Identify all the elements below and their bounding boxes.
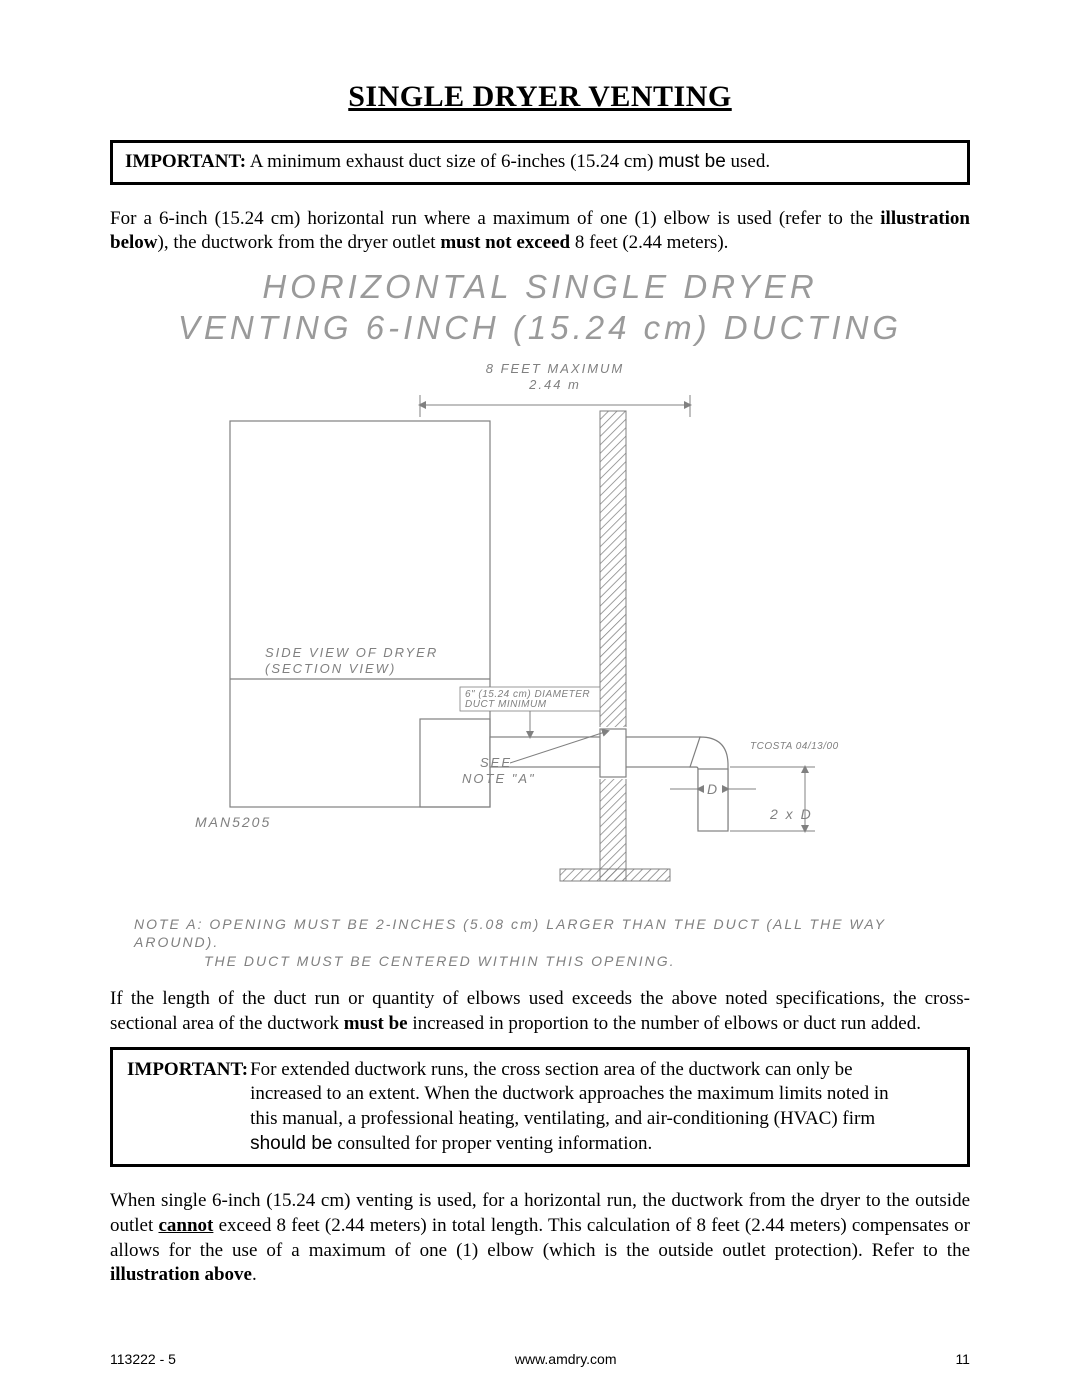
dim-8ft: 8 FEET MAXIMUM <box>486 361 625 376</box>
p2-b: must be <box>344 1013 408 1034</box>
paragraph-3: When single 6-inch (15.24 cm) venting is… <box>110 1189 970 1288</box>
footer-center: www.amdry.com <box>515 1351 617 1367</box>
box2-l1: For extended ductwork runs, the cross se… <box>250 1059 853 1080</box>
p3-b: cannot <box>158 1215 213 1236</box>
p1-e: 8 feet (2.44 meters). <box>570 232 728 253</box>
important-box-2: IMPORTANT: For extended ductwork runs, t… <box>110 1047 970 1168</box>
important-label-1: IMPORTANT: <box>125 151 246 172</box>
important-box-1: IMPORTANT: A minimum exhaust duct size o… <box>110 140 970 185</box>
footer-right: 11 <box>955 1351 970 1367</box>
important-1-mustbe: must be <box>658 151 726 172</box>
box2-shouldbe: should be <box>250 1133 332 1154</box>
note-a-l1: NOTE A: OPENING MUST BE 2-INCHES (5.08 c… <box>134 916 886 951</box>
box2-l3: this manual, a professional heating, ven… <box>250 1108 875 1129</box>
p1-d: must not exceed <box>440 232 570 253</box>
important-1-text-a: A minimum exhaust duct size of 6-inches … <box>246 151 658 172</box>
diagram-svg-wrap: 8 FEET MAXIMUM 2.44 m <box>110 349 970 909</box>
note-a-l2: THE DUCT MUST BE CENTERED WITHIN THIS OP… <box>204 952 676 971</box>
dim-2D: 2 x D <box>769 806 813 822</box>
p1-a: For a 6-inch (15.24 cm) horizontal run w… <box>110 208 880 229</box>
venting-diagram-svg: 8 FEET MAXIMUM 2.44 m <box>110 349 970 909</box>
page-footer: 113222 - 5 www.amdry.com 11 <box>110 1351 970 1367</box>
diagram: HORIZONTAL SINGLE DRYER VENTING 6-INCH (… <box>110 266 970 971</box>
p3-c: exceed 8 feet (2.44 meters) in total len… <box>110 1215 970 1261</box>
see-label: SEE <box>480 755 512 770</box>
p1-c: ), the ductwork from the dryer outlet <box>158 232 441 253</box>
box2-l4: consulted for proper venting information… <box>332 1133 652 1154</box>
p3-e: . <box>252 1264 257 1285</box>
page-title: SINGLE DRYER VENTING <box>110 80 970 114</box>
important-1-text-b: used. <box>726 151 770 172</box>
p2-c: increased in proportion to the number of… <box>408 1013 921 1034</box>
duct-box-line2: DUCT MINIMUM <box>465 699 547 710</box>
note-a-ref: NOTE "A" <box>462 771 536 786</box>
paragraph-2: If the length of the duct run or quantit… <box>110 987 970 1036</box>
p3-d: illustration above <box>110 1264 252 1285</box>
important-label-2: IMPORTANT: <box>127 1059 248 1080</box>
dim-244m: 2.44 m <box>528 377 581 392</box>
dim-D: D <box>707 781 719 797</box>
diagram-headline-1: HORIZONTAL SINGLE DRYER <box>262 268 817 305</box>
paragraph-1: For a 6-inch (15.24 cm) horizontal run w… <box>110 207 970 256</box>
side-view-1: SIDE VIEW OF DRYER <box>265 645 438 660</box>
side-view-2: (SECTION VIEW) <box>265 661 396 676</box>
note-a: NOTE A: OPENING MUST BE 2-INCHES (5.08 c… <box>134 915 970 972</box>
box2-l2: increased to an extent. When the ductwor… <box>250 1083 889 1104</box>
diagram-credit: TCOSTA 04/13/00 <box>750 741 839 752</box>
man-code: MAN5205 <box>195 814 271 830</box>
diagram-headline: HORIZONTAL SINGLE DRYER VENTING 6-INCH (… <box>110 266 970 349</box>
footer-left: 113222 - 5 <box>110 1351 176 1367</box>
diagram-headline-2: VENTING 6-INCH (15.24 cm) DUCTING <box>178 309 902 346</box>
